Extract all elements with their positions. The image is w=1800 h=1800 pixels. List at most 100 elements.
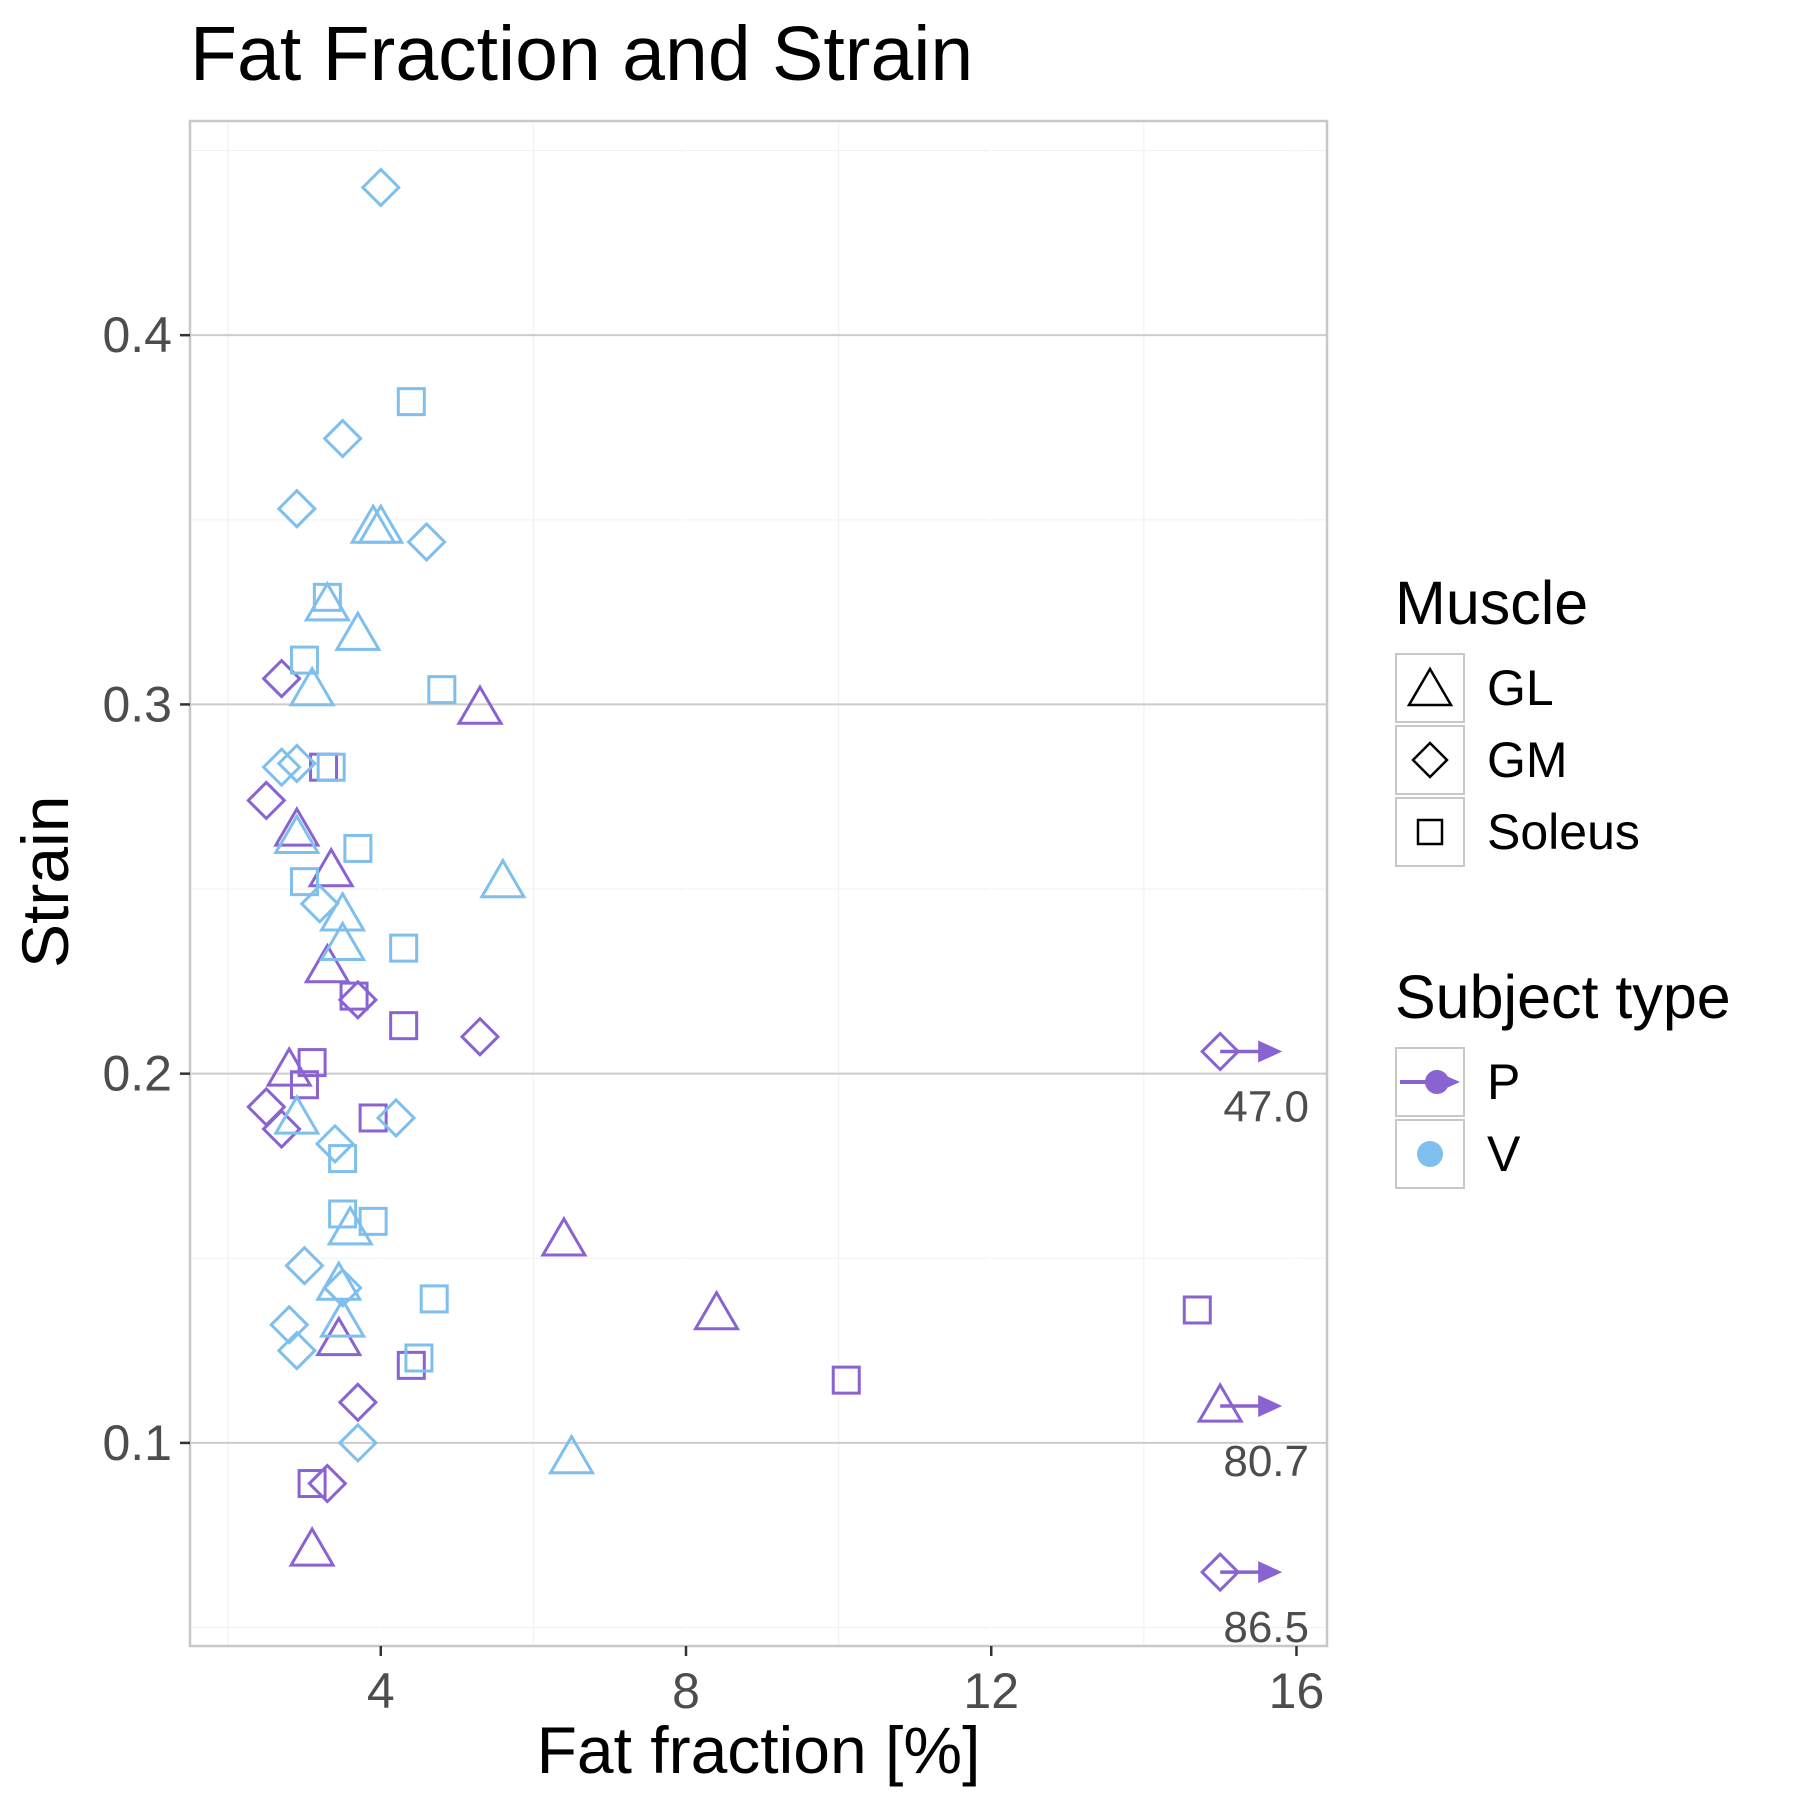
data-point-square [389, 1011, 419, 1041]
y-tick-label: 0.1 [102, 1415, 172, 1471]
data-point-diamond [1200, 1031, 1241, 1072]
data-point-square [328, 1199, 358, 1229]
legend-item-p: P [1395, 1046, 1731, 1118]
data-point-square [289, 645, 319, 675]
legend-label-soleus: Soleus [1487, 804, 1640, 860]
axes: 4 8 12 16 0.1 0.2 0.3 0.4 [102, 307, 1324, 1719]
data-point-diamond [276, 1330, 317, 1371]
data-point-square [289, 867, 319, 897]
data-point-diamond [314, 1123, 356, 1164]
plot-panel-border [188, 119, 1329, 1648]
arrow-icon [1395, 1047, 1465, 1117]
data-point-diamond [276, 743, 317, 784]
data-point-diamond [337, 1422, 379, 1464]
data-point-diamond [459, 1016, 501, 1057]
data-point-triangle [319, 920, 367, 962]
legend-item-soleus: Soleus [1395, 796, 1640, 868]
data-point-diamond [276, 488, 317, 529]
data-point-diamond [406, 521, 447, 563]
data-point-triangle [319, 1297, 367, 1338]
data-point-diamond [261, 1108, 302, 1150]
data-point-diamond [322, 418, 363, 459]
data-point-diamond [375, 1097, 417, 1139]
data-point-diamond [307, 1463, 348, 1504]
legend-muscle: Muscle GL GM Soleus [1395, 568, 1640, 868]
data-point-triangle [1196, 1382, 1244, 1423]
data-points [246, 167, 1212, 1567]
data-point-triangle [303, 580, 351, 622]
data-point-square [309, 752, 339, 782]
x-tick-label: 8 [672, 1663, 700, 1719]
data-point-square [396, 387, 426, 417]
data-point-square [831, 1365, 861, 1395]
data-point-diamond [337, 979, 379, 1020]
data-point-triangle [273, 1093, 321, 1135]
data-point-triangle [303, 942, 351, 984]
data-point-square [289, 1070, 319, 1100]
y-axis-label: Strain [8, 795, 82, 968]
data-point-triangle [456, 684, 504, 725]
chart-title: Fat Fraction and Strain [190, 11, 974, 97]
data-point-square [419, 1284, 449, 1314]
circle-icon [1395, 1119, 1465, 1189]
x-axis-label: Fat fraction [%] [536, 1713, 981, 1787]
legend-item-v: V [1395, 1118, 1731, 1190]
data-point-triangle [547, 1433, 596, 1475]
data-point-diamond [261, 658, 302, 699]
data-point-triangle [357, 503, 405, 544]
data-point-square [1182, 1295, 1212, 1325]
y-tick-label: 0.4 [102, 307, 172, 363]
data-point-square [389, 933, 419, 963]
data-point-triangle [273, 805, 321, 847]
y-tick-label: 0.2 [102, 1046, 172, 1102]
data-point-square [358, 1206, 388, 1236]
data-point-diamond [246, 780, 287, 821]
legend-subject-title: Subject type [1395, 963, 1731, 1031]
data-point-diamond [269, 1304, 310, 1345]
data-point-square [343, 833, 373, 863]
data-point-triangle [288, 1526, 336, 1567]
legend-item-gl: GL [1395, 652, 1640, 724]
data-point-triangle [479, 857, 527, 899]
data-point-diamond [246, 1086, 287, 1128]
data-point-triangle [273, 813, 321, 854]
data-point-square [404, 1343, 434, 1373]
data-point-square [297, 1048, 327, 1078]
legend-label-p: P [1487, 1054, 1521, 1110]
x-tick-label: 4 [367, 1663, 395, 1719]
data-point-triangle [307, 846, 355, 888]
data-point-triangle [288, 665, 336, 707]
data-point-triangle [349, 503, 397, 544]
legend-label-gl: GL [1487, 660, 1554, 716]
data-point-square [339, 981, 369, 1011]
data-point-triangle [315, 1260, 363, 1301]
data-point-square [427, 675, 457, 705]
data-point-triangle [334, 610, 382, 651]
y-tick-label: 0.3 [102, 676, 172, 732]
offscale-markers: 47.0 80.7 86.5 [1196, 1031, 1309, 1652]
data-point-square [328, 1144, 358, 1174]
data-point-diamond [284, 1245, 325, 1286]
legend-subject: Subject type P V [1395, 962, 1731, 1190]
data-point-square [297, 1469, 327, 1499]
legend-muscle-title: Muscle [1395, 569, 1589, 637]
offscale-arrow-head [1258, 1040, 1283, 1063]
square-icon [1395, 797, 1465, 867]
triangle-icon [1395, 653, 1465, 723]
data-point-diamond [261, 747, 302, 788]
data-point-triangle [692, 1289, 741, 1331]
data-point-triangle [319, 890, 367, 932]
legend-label-gm: GM [1487, 732, 1568, 788]
data-point-square [396, 1350, 426, 1380]
data-point-triangle [540, 1215, 588, 1257]
legend-label-v: V [1487, 1126, 1521, 1182]
offscale-value-label: 47.0 [1223, 1083, 1309, 1132]
offscale-value-label: 80.7 [1223, 1437, 1309, 1486]
data-point-triangle [265, 1045, 313, 1087]
diamond-icon [1395, 725, 1465, 795]
offscale-arrow-head [1258, 1561, 1283, 1584]
offscale-value-label: 86.5 [1223, 1603, 1309, 1652]
data-point-square [316, 752, 346, 782]
data-point-diamond [1200, 1552, 1241, 1593]
